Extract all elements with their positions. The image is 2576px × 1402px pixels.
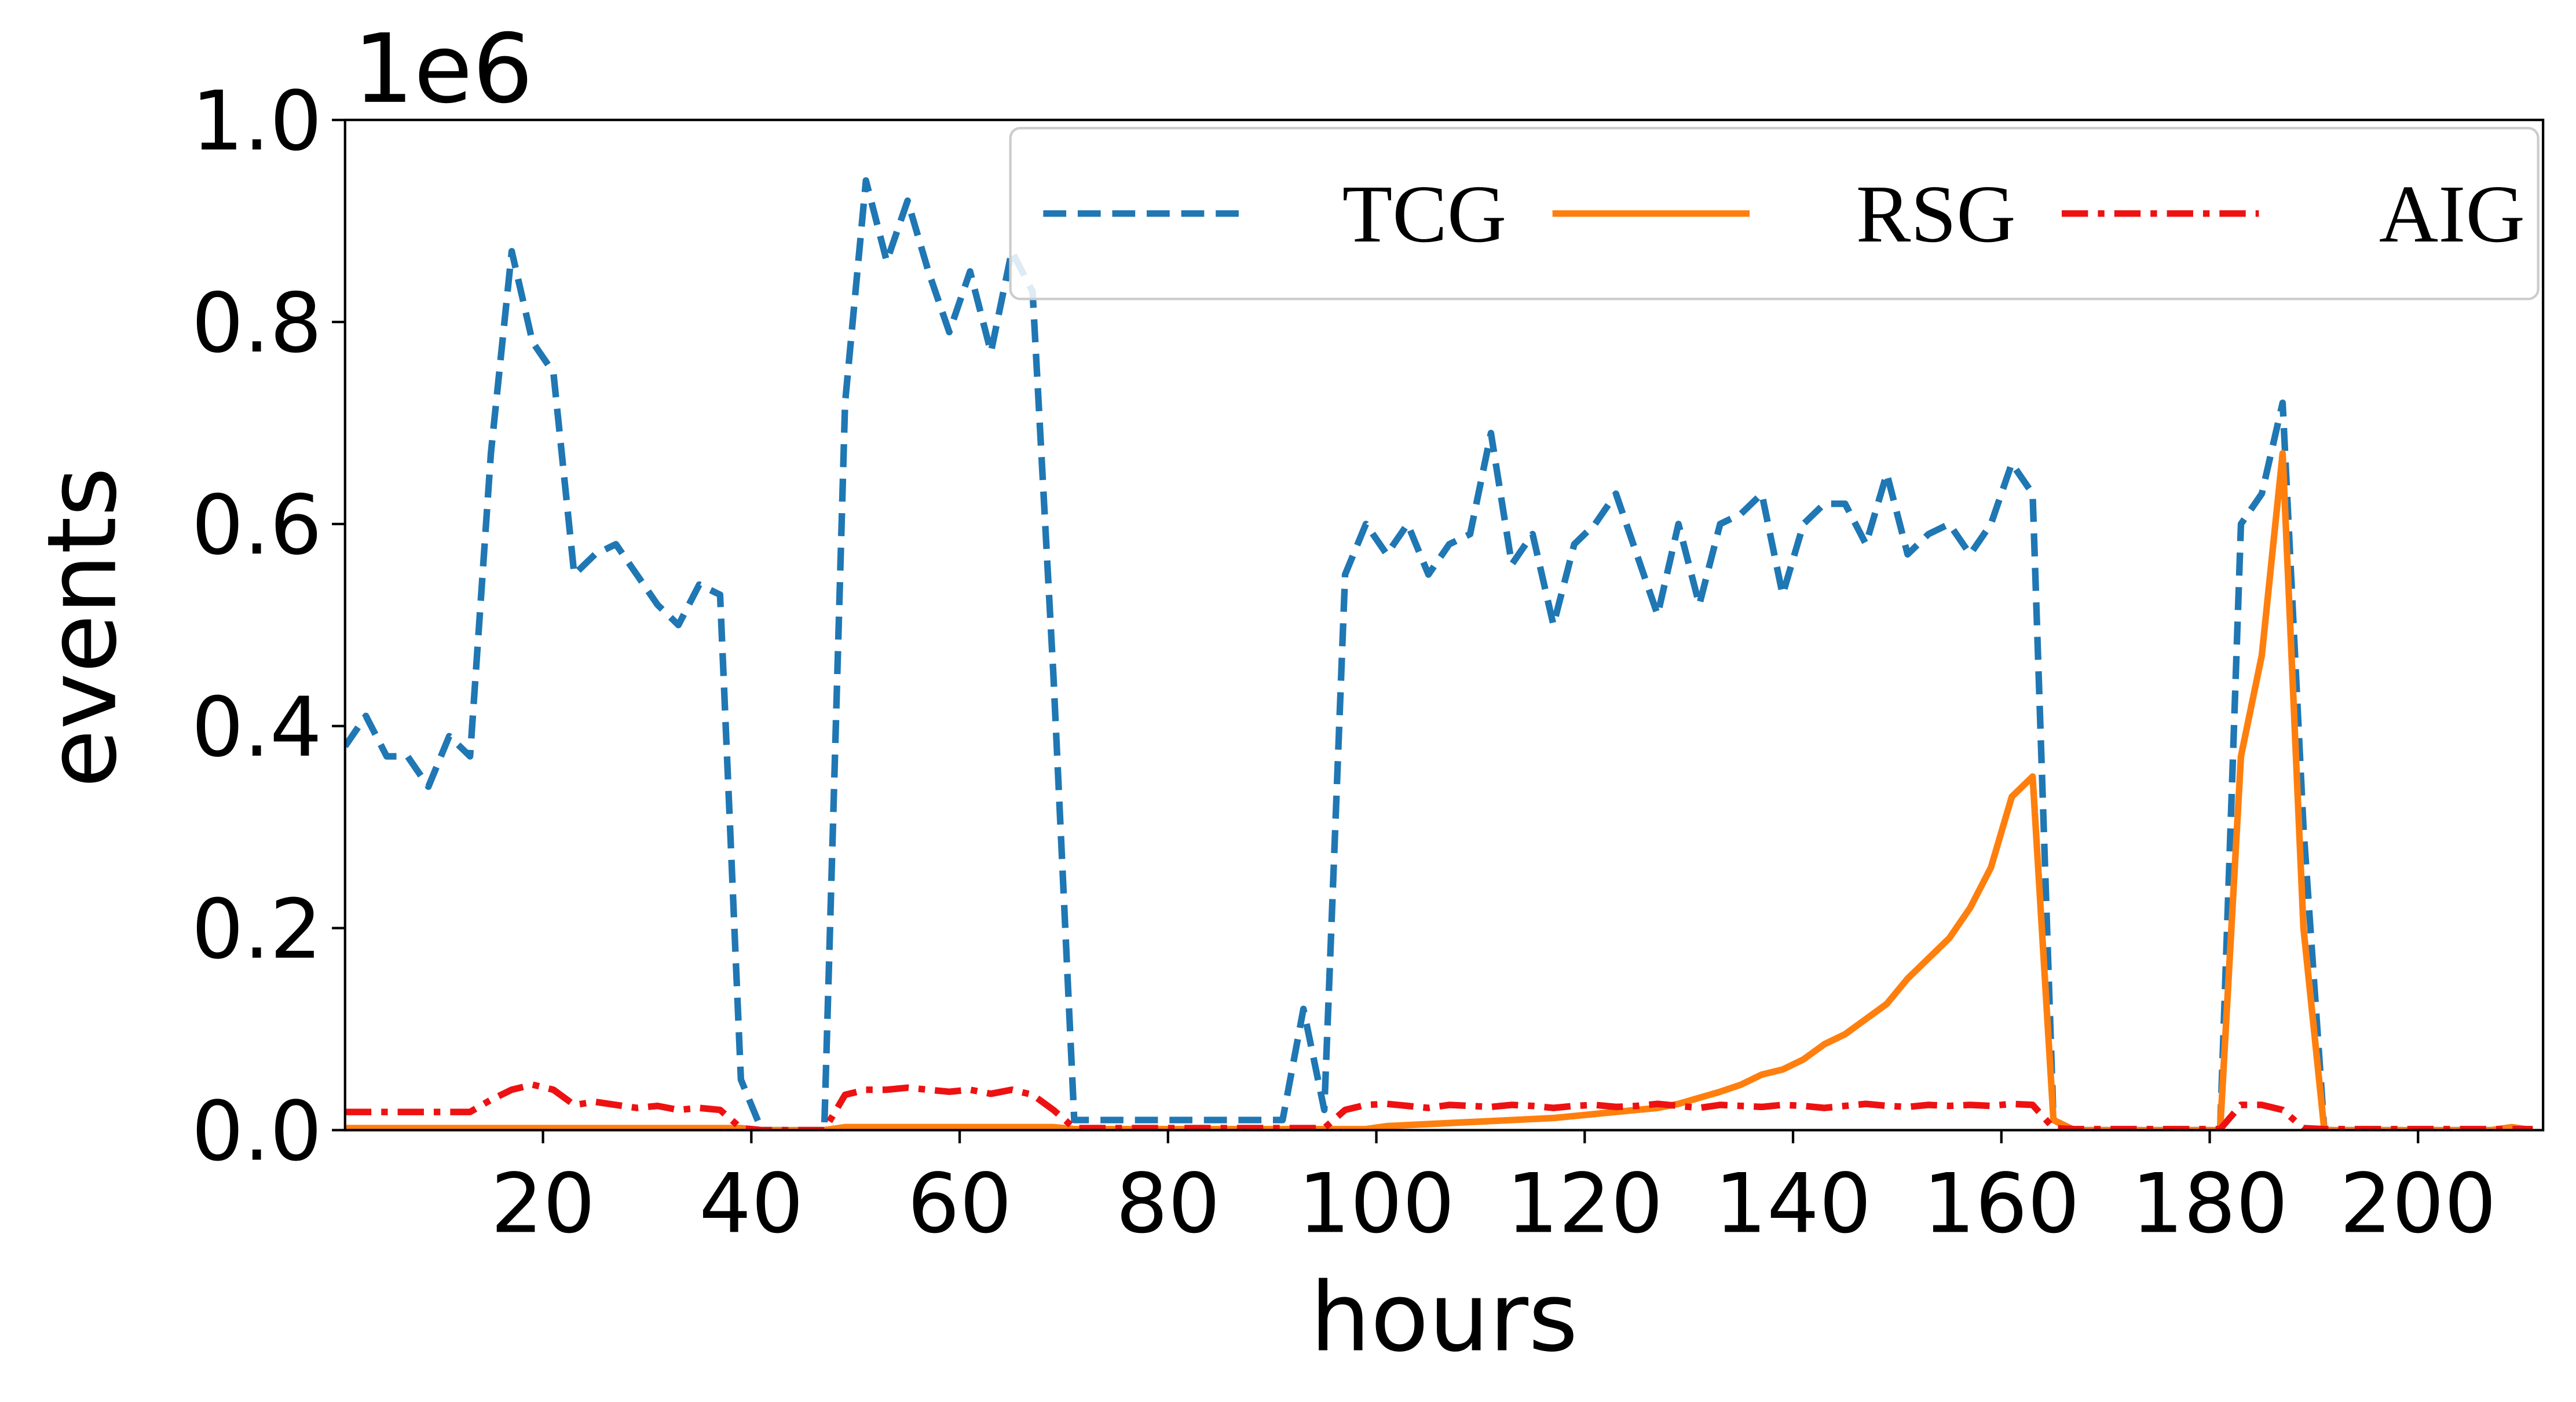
offset-label: 1e6 xyxy=(353,13,533,125)
x-tick-label: 200 xyxy=(2340,1156,2497,1251)
x-tick-label: 120 xyxy=(1506,1156,1663,1251)
y-tick-label: 0.0 xyxy=(192,1084,323,1180)
x-tick-label: 100 xyxy=(1298,1156,1455,1251)
plot-frame xyxy=(343,118,2545,1132)
legend-label: RSG xyxy=(1856,169,2016,259)
x-tick-label: 140 xyxy=(1715,1156,1872,1251)
x-tick-label: 160 xyxy=(1923,1156,2080,1251)
x-tick-label: 40 xyxy=(699,1156,803,1251)
x-axis-label: hours xyxy=(1310,1262,1578,1373)
y-tick-label: 0.8 xyxy=(192,276,323,371)
legend: TCG RSG AIG xyxy=(1009,127,2540,301)
y-axis-label: events xyxy=(27,467,138,788)
x-tick-label: 180 xyxy=(2131,1156,2288,1251)
y-tick-label: 0.6 xyxy=(192,478,323,573)
legend-label: TCG xyxy=(1342,169,1507,259)
x-tick-label: 60 xyxy=(908,1156,1012,1251)
y-tick-label: 0.2 xyxy=(192,882,323,978)
y-tick-label: 0.4 xyxy=(192,680,323,775)
y-tick-label: 1.0 xyxy=(192,74,323,169)
x-tick-label: 80 xyxy=(1116,1156,1220,1251)
legend-box xyxy=(1009,127,2540,301)
line-series xyxy=(345,177,2533,1130)
legend-label: AIG xyxy=(2379,169,2525,259)
x-tick-label: 20 xyxy=(491,1156,595,1251)
line-series xyxy=(345,450,2533,1130)
